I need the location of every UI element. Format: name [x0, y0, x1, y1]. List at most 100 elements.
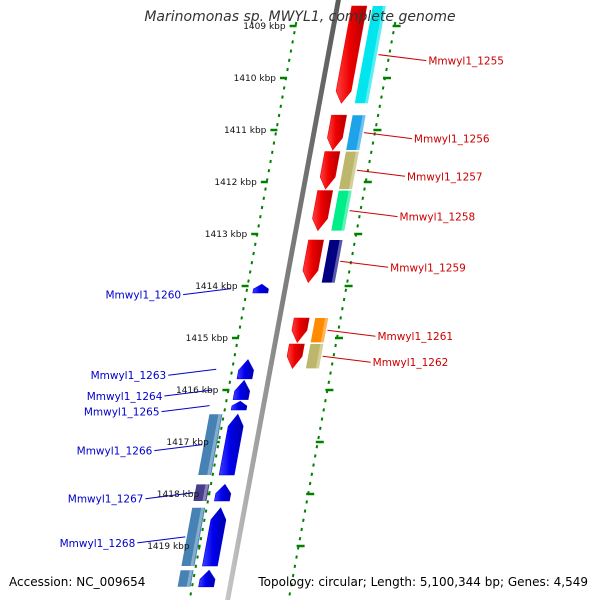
gene-arrow	[202, 507, 227, 567]
gene-label: Mmwyl1_1257	[407, 171, 483, 183]
reverse-track-dot	[262, 196, 266, 200]
gene-label: Mmwyl1_1266	[77, 446, 153, 458]
reverse-track-dot	[220, 426, 223, 430]
tick-label: 1415 kbp	[186, 334, 229, 344]
forward-track-dot	[330, 362, 334, 366]
label-leader	[168, 368, 217, 376]
gene-count-text: Genes: 4,549	[500, 575, 588, 589]
gene-arrow	[327, 114, 347, 151]
forward-track-dot	[312, 463, 315, 467]
gene-arrow	[286, 343, 305, 369]
label-leader	[154, 444, 203, 452]
forward-track-dot	[334, 343, 337, 348]
forward-track-dot	[327, 380, 331, 384]
gene-arrow	[291, 317, 310, 343]
forward-track-dot	[375, 123, 378, 127]
feature-bar	[193, 484, 210, 501]
gene-arrow	[218, 413, 244, 476]
forward-track-dot	[342, 297, 346, 302]
reverse-track-dot	[199, 537, 203, 541]
reverse-track-dot	[209, 481, 213, 486]
reverse-track-dot	[289, 49, 293, 53]
page-title: Marinomonas sp. MWYL1, complete genome	[144, 9, 456, 25]
gene-label: Mmwyl1_1255	[428, 56, 504, 68]
reverse-track-dot	[276, 123, 279, 127]
reverse-track-dot	[291, 40, 294, 44]
tick-label: 1414 kbp	[195, 282, 238, 292]
reverse-track-dot	[192, 573, 196, 578]
forward-track-dot	[363, 187, 366, 191]
gene-label: Mmwyl1_1264	[87, 391, 163, 403]
feature-bar	[177, 570, 194, 587]
feature-highlight	[315, 344, 324, 369]
gene-arrow	[230, 400, 248, 411]
forward-track-dot	[298, 537, 302, 541]
feature-highlight	[356, 115, 366, 150]
feature-highlight	[331, 240, 343, 283]
reverse-track-dot	[230, 371, 233, 375]
tick-label: 1411 kbp	[224, 126, 267, 136]
tick-label: 1418 kbp	[157, 490, 200, 500]
reverse-track-dot	[274, 132, 277, 136]
reverse-track-dot	[235, 343, 238, 348]
forward-track-dot	[371, 141, 375, 145]
forward-track-dot	[381, 86, 385, 90]
reverse-track-dot	[218, 435, 221, 440]
label-leader	[164, 389, 213, 397]
reverse-track-dot	[201, 527, 204, 532]
forward-track-dot	[302, 518, 305, 522]
forward-track-dot	[291, 573, 295, 578]
reverse-track-dot	[277, 113, 281, 118]
forward-track-dot	[352, 242, 356, 246]
forward-track-dot	[308, 481, 312, 486]
forward-track-dot	[319, 426, 322, 430]
forward-track-dot	[351, 251, 354, 256]
forward-track-dot	[378, 104, 382, 108]
gene-arrow	[335, 5, 368, 104]
gene-labels: Mmwyl1_1255 Mmwyl1_1256 Mmwyl1_1257 Mmwyl1_…	[60, 56, 504, 550]
feature-bar	[346, 115, 366, 150]
feature-highlight	[320, 318, 329, 343]
reverse-track-dot	[206, 500, 210, 504]
gene-label: Mmwyl1_1256	[414, 134, 490, 146]
tick-labels: 1409 kbp 1410 kbp 1411 kbp 1412 kbp 1413 kbp…	[147, 22, 286, 552]
forward-track-dot	[341, 307, 344, 311]
reverse-track-dot	[204, 509, 208, 513]
reverse-track-dot	[272, 141, 276, 145]
dna-backbone	[225, 0, 341, 600]
reverse-track-dot	[269, 159, 272, 164]
label-leader	[161, 405, 210, 413]
gene-label: Mmwyl1_1262	[373, 357, 449, 369]
forward-track-dot	[337, 325, 341, 329]
forward-track-dot	[290, 583, 293, 587]
forward-track-dot	[359, 205, 363, 210]
reverse-track-dot	[213, 463, 216, 467]
reverse-track-dot	[238, 325, 242, 329]
reverse-track-dot	[250, 261, 254, 265]
reverse-track-dot	[243, 297, 247, 302]
reverse-track-dot	[270, 150, 274, 154]
label-leader	[137, 536, 186, 544]
gene-arrow	[312, 190, 334, 232]
label-leader	[327, 329, 376, 337]
gene-track	[198, 5, 368, 588]
forward-track-dot	[293, 564, 297, 568]
gene-arrow	[302, 239, 324, 284]
forward-track-dot	[346, 279, 349, 283]
feature-bar	[331, 190, 352, 231]
gene-arrow	[319, 151, 341, 190]
reverse-track-dot	[257, 224, 260, 228]
feature-bar	[198, 414, 223, 475]
forward-track-dot	[356, 224, 359, 228]
feature-highlight	[190, 507, 205, 566]
forward-track-dot	[329, 371, 332, 375]
feature-bar	[305, 344, 324, 369]
reverse-track-dot	[240, 316, 243, 320]
forward-track-dot	[388, 49, 392, 53]
reverse-track-dot	[259, 215, 262, 219]
forward-track-dot	[317, 435, 320, 440]
gene-label: Mmwyl1_1267	[68, 494, 144, 506]
forward-track-dot	[380, 95, 383, 99]
label-leader	[340, 260, 389, 268]
reverse-track-dot	[293, 31, 296, 35]
